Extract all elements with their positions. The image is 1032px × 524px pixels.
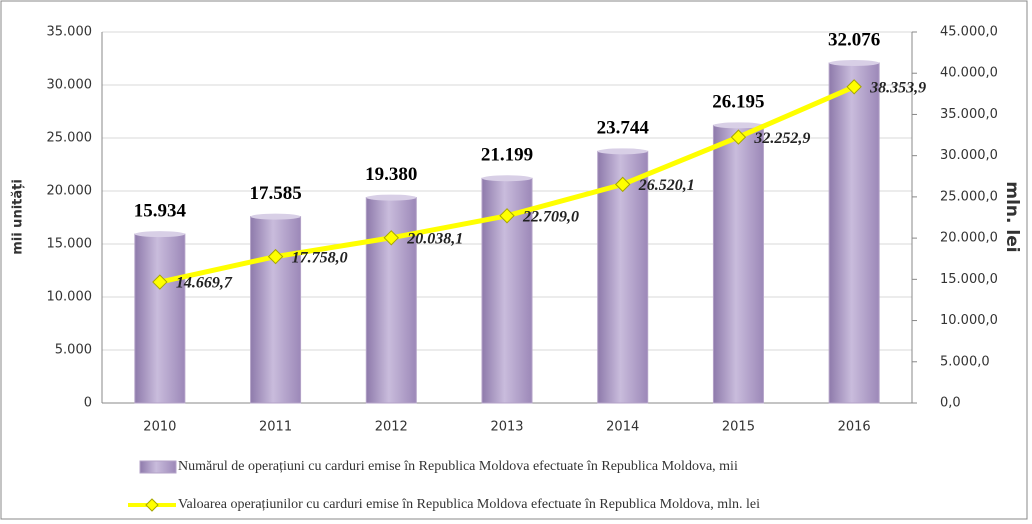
y-tick-label: 35.000 [47,25,93,40]
bar-value-label: 26.195 [712,92,764,113]
y-tick-label: 25.000 [47,131,93,146]
y2-tick-label: 30.000,0 [940,148,998,163]
y2-tick-label: 25.000,0 [940,189,998,204]
line-value-label: 14.669,7 [176,275,233,292]
bar [828,62,880,404]
line-marker [383,230,399,246]
bar-top [829,59,880,66]
bar-top [366,194,417,201]
y2-tick-label: 20.000,0 [940,231,998,246]
bar [712,124,764,404]
bar [250,216,302,404]
line-value-label: 32.252,9 [753,130,810,147]
bar-top [713,122,764,129]
y-axis-label: mii unități [11,179,26,255]
x-tick-label: 2013 [490,420,523,435]
bar [365,197,417,404]
bar-value-label: 19.380 [365,164,417,185]
x-tick-label: 2012 [375,420,408,435]
line-marker [846,79,862,95]
y-tick-label: 15.000 [47,237,93,252]
legend-label: Valoarea operațiunilor cu carduri emise … [178,497,760,512]
y2-axis-label: mln. lei [1002,181,1022,252]
line-marker [152,274,168,290]
bar-value-label: 17.585 [249,183,301,204]
y-tick-label: 20.000 [47,184,93,199]
y-tick-label: 5.000 [55,343,92,358]
line-marker [615,176,631,193]
line-marker [499,208,515,224]
y-tick-label: 10.000 [47,290,93,305]
bar-top [482,175,532,182]
bar [134,233,186,404]
y2-tick-label: 10.000,0 [940,313,998,328]
x-tick-label: 2014 [606,420,639,435]
line-value-label: 22.709,0 [522,208,579,225]
x-tick-label: 2015 [722,420,755,435]
x-tick-label: 2011 [259,420,292,435]
y2-tick-label: 5.000,0 [940,354,990,369]
y2-tick-label: 45.000,0 [940,25,998,40]
y2-tick-label: 0,0 [940,396,961,411]
legend-swatch [139,460,177,474]
y2-tick-label: 15.000,0 [940,272,998,287]
x-tick-label: 2010 [143,420,176,435]
legend-marker [145,498,159,512]
line-marker [267,248,284,265]
bar-value-label: 32.076 [828,29,880,50]
x-tick-label: 2016 [838,420,871,435]
y2-tick-label: 35.000,0 [940,107,998,122]
bar-value-label: 23.744 [597,118,650,139]
legend-label: Numărul de operațiuni cu carduri emise î… [178,459,738,474]
line-value-label: 20.038,1 [406,230,463,247]
y-tick-label: 30.000 [47,78,93,93]
bar-value-label: 21.199 [481,145,533,166]
line-value-label: 17.758,0 [292,249,348,266]
bar-value-label: 15.934 [134,200,187,221]
y2-tick-label: 40.000,0 [940,66,998,81]
line-value-label: 26.520,1 [638,177,695,194]
bar-top [597,148,648,155]
line-value-label: 38.353,9 [869,79,926,96]
y-tick-label: 0 [84,396,92,411]
line-marker [730,129,747,145]
bar-top [250,213,301,220]
bar-top [134,231,185,238]
